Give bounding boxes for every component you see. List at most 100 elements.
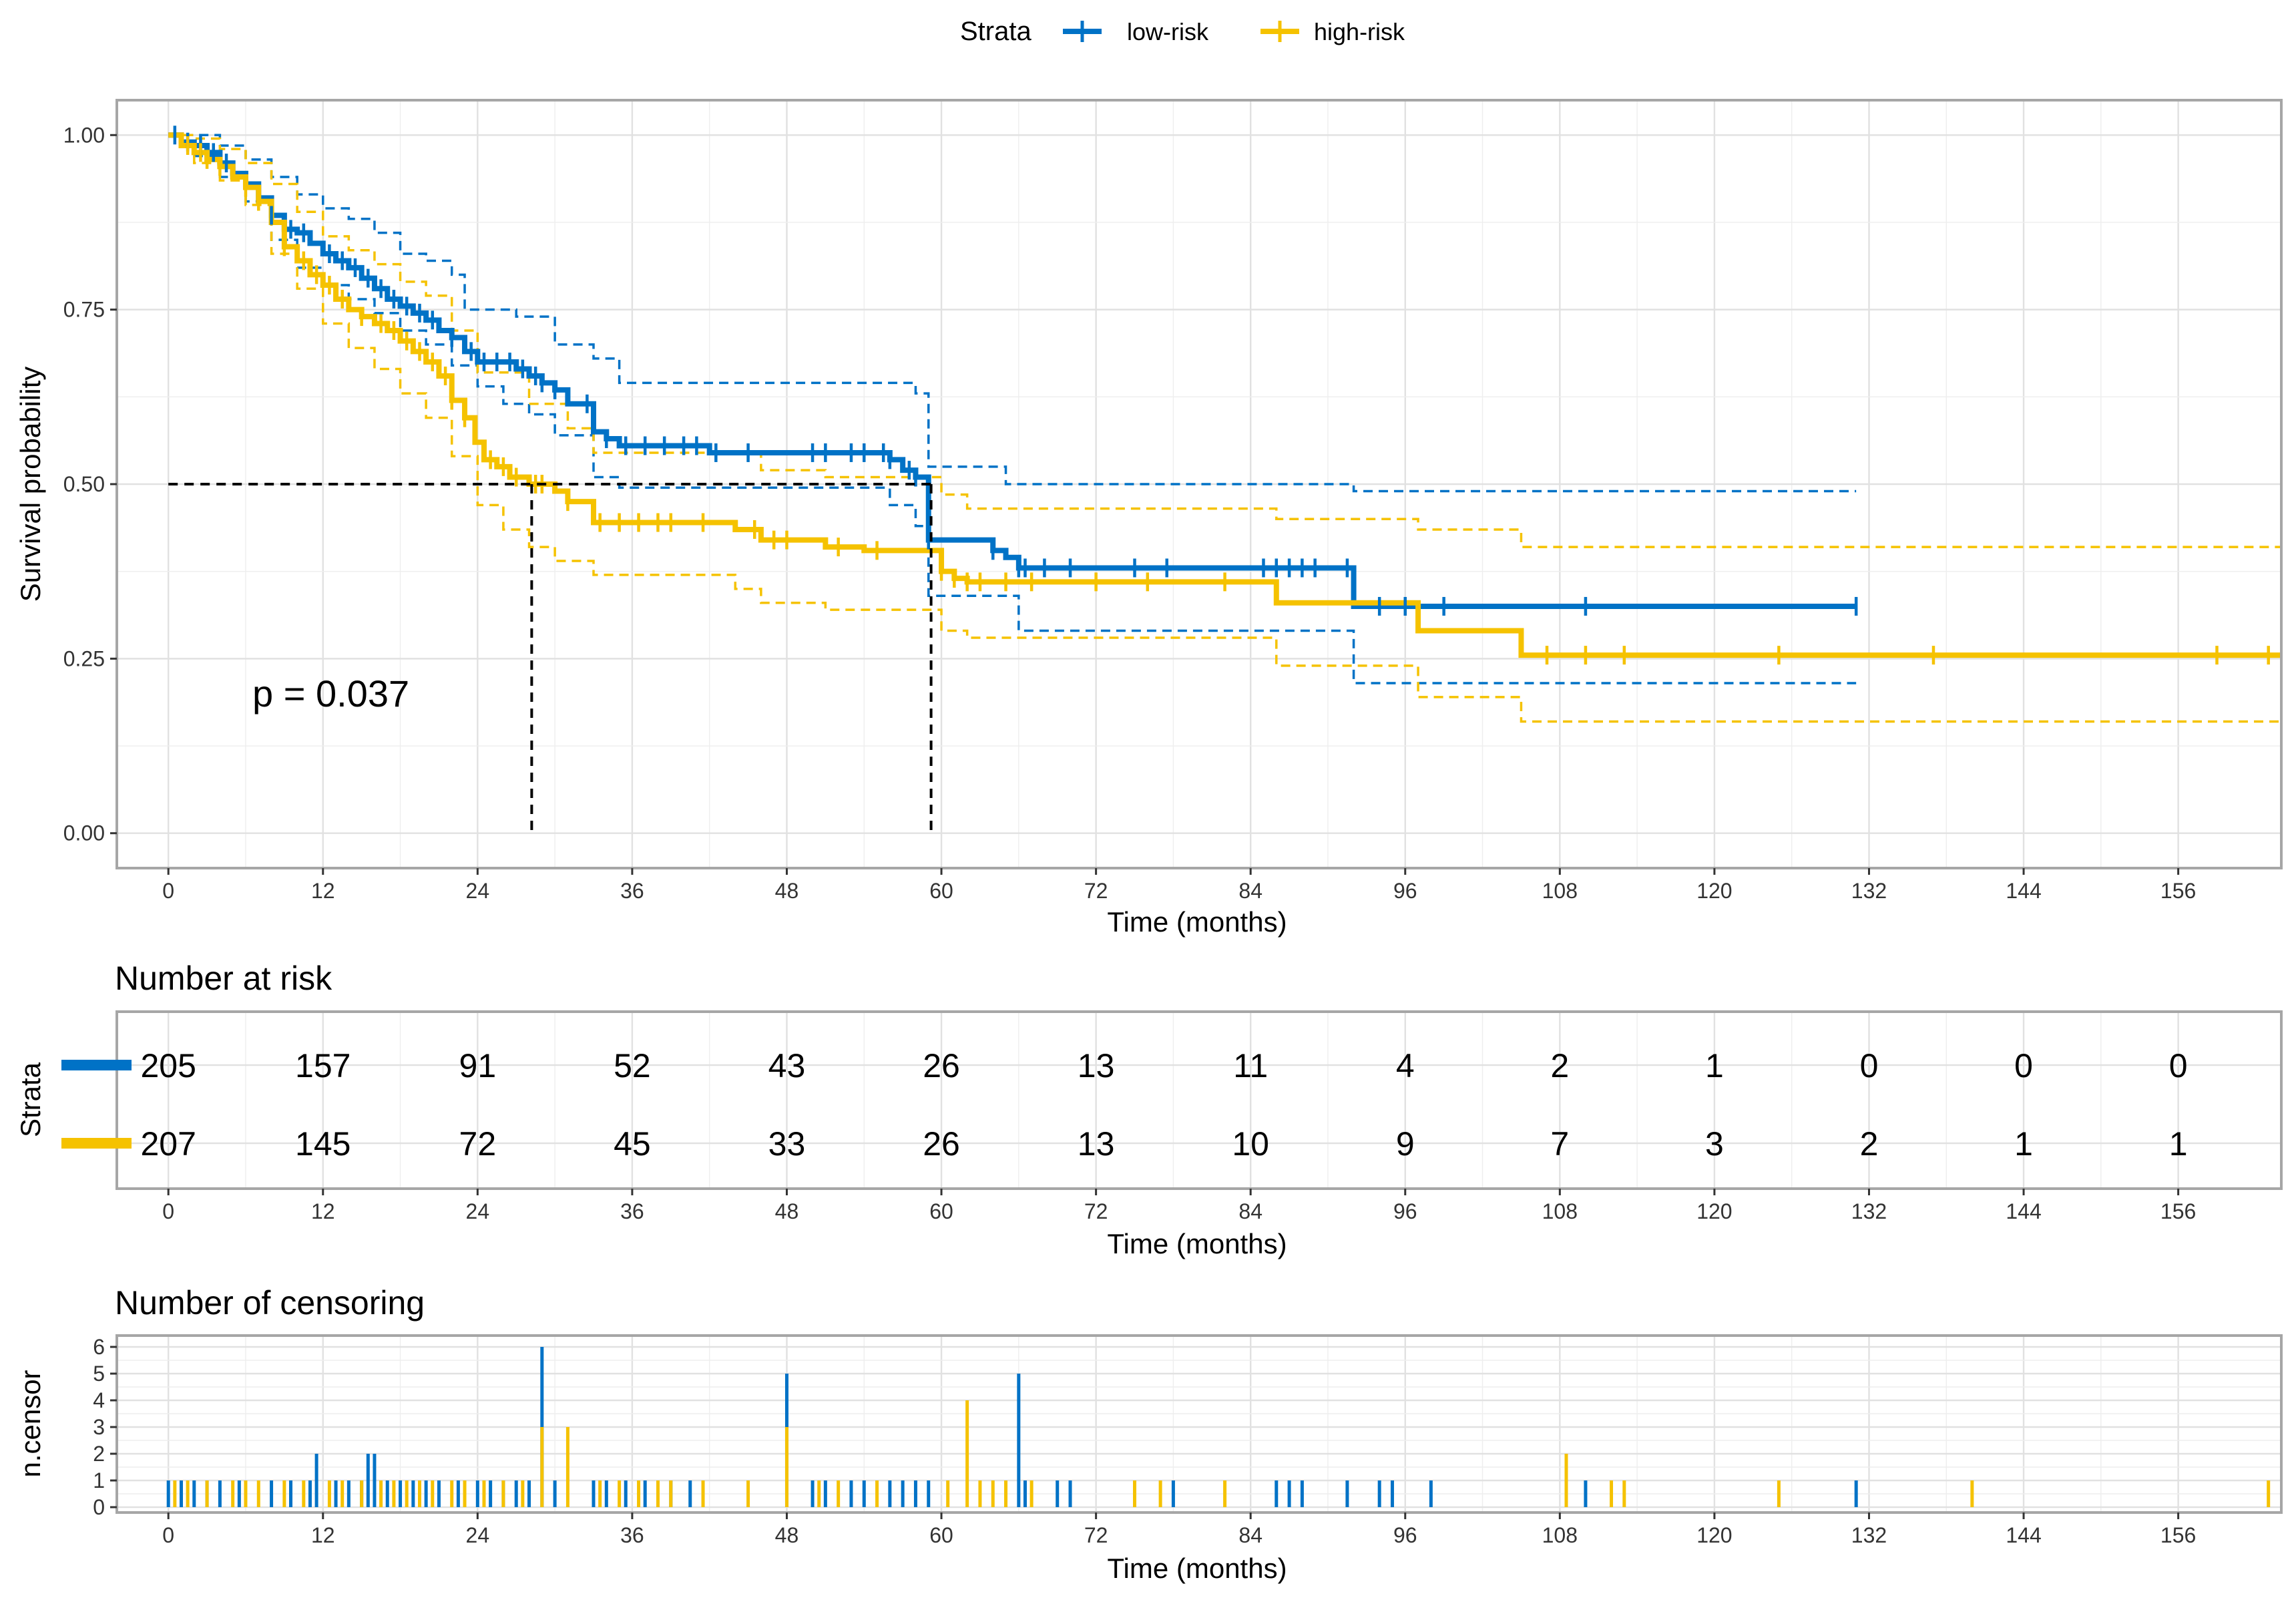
km-x-tick-label: 120 [1696,879,1732,903]
legend-title: Strata [960,17,1031,46]
censoring-x-tick-label: 48 [775,1523,799,1547]
km-y-tick-label: 0.75 [63,298,105,322]
censoring-x-tick-label: 60 [929,1523,953,1547]
km-y-axis-title: Survival probability [15,367,46,602]
risk-value-high-risk: 207 [140,1125,196,1163]
censoring-x-tick-label: 132 [1851,1523,1887,1547]
risk-value-low-risk: 11 [1233,1047,1268,1084]
risk-value-low-risk: 157 [295,1047,351,1084]
risk-x-tick-label: 132 [1851,1199,1887,1223]
risk-value-high-risk: 13 [1078,1125,1115,1163]
risk-value-low-risk: 26 [923,1047,960,1084]
risk-value-high-risk: 2 [1860,1125,1879,1163]
risk-y-axis-title: Strata [15,1062,46,1137]
legend-label-low-risk: low-risk [1127,18,1209,45]
censoring-panel: Number of censoring 0 12 3 45 6 0 12 24 36 48 60 7… [15,1284,2283,1584]
km-x-tick-label: 156 [2160,879,2196,903]
risk-x-axis-title: Time (months) [1107,1228,1287,1259]
censoring-y-axis-title: n.censor [15,1370,46,1477]
legend-label-high-risk: high-risk [1314,18,1405,45]
censoring-x-tick-label: 84 [1238,1523,1262,1547]
censoring-x-tick-label: 72 [1084,1523,1108,1547]
risk-x-tick-label: 0 [162,1199,174,1223]
risk-value-high-risk: 7 [1550,1125,1569,1163]
censoring-x-tick-label: 144 [2006,1523,2041,1547]
km-x-tick-label: 132 [1851,879,1887,903]
censoring-x-tick-label: 108 [1542,1523,1578,1547]
risk-table-title: Number at risk [115,960,332,997]
risk-value-low-risk: 2 [1550,1047,1569,1084]
km-y-tick-label: 0.00 [63,821,105,845]
risk-value-high-risk: 9 [1396,1125,1415,1163]
risk-value-low-risk: 0 [1860,1047,1879,1084]
legend: Strata low-risk high-risk [960,17,1405,46]
censoring-x-tick-label: 0 [162,1523,174,1547]
km-y-tick-label: 1.00 [63,123,105,147]
risk-value-low-risk: 43 [768,1047,806,1084]
censoring-panel-border [116,1334,2283,1514]
risk-panel-border [116,1010,2283,1190]
km-x-tick-label: 12 [311,879,335,903]
risk-x-tick-label: 96 [1393,1199,1417,1223]
censoring-title: Number of censoring [115,1284,425,1322]
censoring-y-tick-label: 6 [93,1335,105,1359]
risk-x-tick-label: 12 [311,1199,335,1223]
risk-x-tick-label: 24 [466,1199,490,1223]
km-x-tick-label: 48 [775,879,799,903]
risk-value-high-risk: 72 [459,1125,497,1163]
risk-value-low-risk: 0 [2169,1047,2188,1084]
risk-x-tick-label: 72 [1084,1199,1108,1223]
censoring-x-axis-title: Time (months) [1107,1553,1287,1584]
km-pvalue: p = 0.037 [252,672,409,715]
censoring-y-tick-label: 3 [93,1415,105,1439]
risk-x-tick-label: 48 [775,1199,799,1223]
risk-x-tick-label: 156 [2160,1199,2196,1223]
km-y-tick-label: 0.50 [63,472,105,496]
risk-x-tick-label: 60 [929,1199,953,1223]
censoring-y-tick-label: 1 [93,1468,105,1492]
km-x-tick-label: 0 [162,879,174,903]
km-x-tick-label: 96 [1393,879,1417,903]
km-ci-lower-low-risk [168,134,1857,684]
risk-x-tick-label: 84 [1238,1199,1262,1223]
km-x-axis-title: Time (months) [1107,906,1287,938]
risk-value-high-risk: 145 [295,1125,351,1163]
km-ci-lower-high-risk [168,134,2281,723]
censoring-x-tick-label: 36 [620,1523,644,1547]
risk-value-low-risk: 4 [1396,1047,1415,1084]
risk-x-tick-label: 108 [1542,1199,1578,1223]
risk-value-low-risk: 0 [2014,1047,2033,1084]
km-x-tick-label: 108 [1542,879,1578,903]
km-x-tick-label: 60 [929,879,953,903]
risk-value-low-risk: 91 [459,1047,497,1084]
km-curve-low-risk [168,132,1857,609]
censoring-y-tick-label: 0 [93,1495,105,1519]
risk-value-high-risk: 33 [768,1125,806,1163]
censoring-x-tick-label: 156 [2160,1523,2196,1547]
censoring-x-tick-label: 24 [466,1523,490,1547]
risk-value-high-risk: 1 [2014,1125,2033,1163]
censoring-y-tick-label: 2 [93,1442,105,1466]
censoring-x-tick-label: 120 [1696,1523,1732,1547]
risk-x-tick-label: 120 [1696,1199,1732,1223]
risk-value-high-risk: 45 [614,1125,651,1163]
km-panel: 0.00 0.25 0.50 0.75 1.00 0 12 24 36 48 60 72 84 96 10… [15,99,2283,938]
km-x-tick-label: 36 [620,879,644,903]
km-x-tick-label: 84 [1238,879,1262,903]
censoring-x-tick-label: 96 [1393,1523,1417,1547]
km-x-tick-label: 72 [1084,879,1108,903]
km-y-tick-label: 0.25 [63,646,105,670]
censoring-y-tick-label: 5 [93,1362,105,1386]
km-x-tick-label: 24 [466,879,490,903]
risk-value-high-risk: 10 [1232,1125,1269,1163]
censoring-y-tick-label: 4 [93,1388,105,1412]
risk-value-low-risk: 52 [614,1047,651,1084]
km-ci-upper-high-risk [168,134,2281,548]
risk-value-high-risk: 3 [1705,1125,1724,1163]
risk-value-low-risk: 13 [1078,1047,1115,1084]
risk-value-high-risk: 1 [2169,1125,2188,1163]
censoring-x-tick-label: 12 [311,1523,335,1547]
risk-x-tick-label: 144 [2006,1199,2041,1223]
risk-table-panel: Number at risk 205 157 91 52 43 26 13 11 4 2 1 0 0 02… [15,960,2283,1259]
